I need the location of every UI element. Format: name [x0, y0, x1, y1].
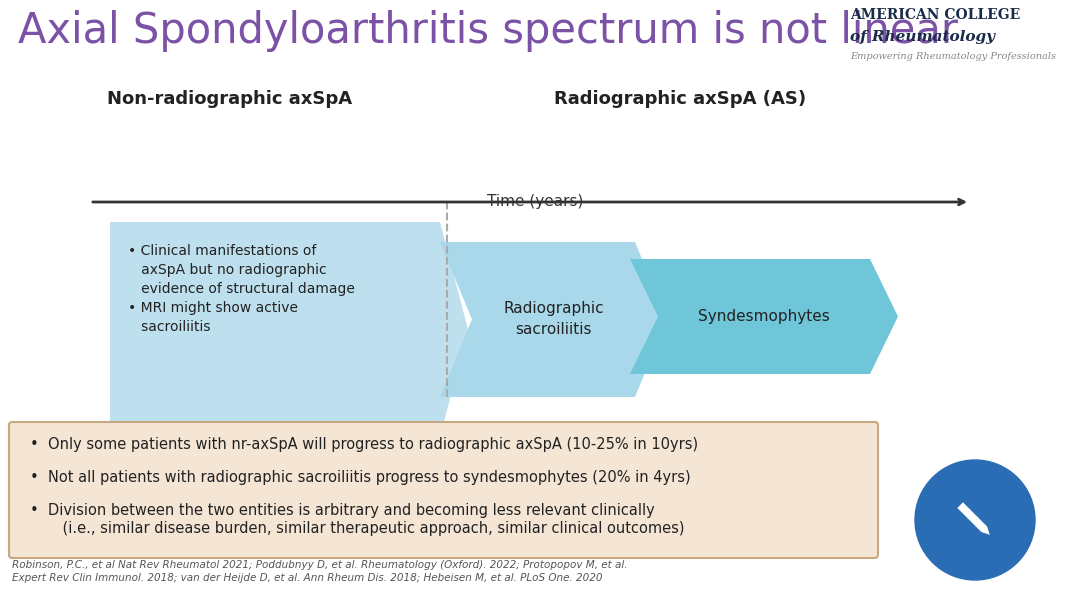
Text: • MRI might show active: • MRI might show active: [129, 301, 298, 315]
Text: Non-radiographic axSpA: Non-radiographic axSpA: [107, 90, 352, 108]
Text: axSpA but no radiographic: axSpA but no radiographic: [129, 263, 327, 277]
Text: AMERICAN COLLEGE: AMERICAN COLLEGE: [850, 8, 1021, 22]
Text: evidence of structural damage: evidence of structural damage: [129, 282, 355, 296]
Text: sacroiliitis: sacroiliitis: [129, 320, 211, 334]
Text: (i.e., similar disease burden, similar therapeutic approach, similar clinical ou: (i.e., similar disease burden, similar t…: [44, 521, 684, 536]
Text: of Rheumatology: of Rheumatology: [850, 30, 995, 44]
Text: Syndesmophytes: Syndesmophytes: [698, 309, 830, 324]
Polygon shape: [440, 242, 667, 397]
Text: Expert Rev Clin Immunol. 2018; van der Heijde D, et al. Ann Rheum Dis. 2018; Heb: Expert Rev Clin Immunol. 2018; van der H…: [12, 573, 603, 583]
Text: • Clinical manifestations of: • Clinical manifestations of: [129, 244, 316, 258]
Text: Radiographic
sacroiliitis: Radiographic sacroiliitis: [503, 301, 604, 337]
FancyBboxPatch shape: [9, 422, 878, 558]
Text: •  Only some patients with nr-axSpA will progress to radiographic axSpA (10-25% : • Only some patients with nr-axSpA will …: [30, 437, 698, 452]
Text: Empowering Rheumatology Professionals: Empowering Rheumatology Professionals: [850, 52, 1056, 61]
Text: Time (years): Time (years): [487, 194, 584, 209]
Polygon shape: [110, 222, 468, 437]
Circle shape: [915, 460, 1035, 580]
Polygon shape: [957, 503, 990, 535]
Text: •  Not all patients with radiographic sacroiliitis progress to syndesmophytes (2: • Not all patients with radiographic sac…: [30, 470, 691, 485]
Text: Radiographic axSpA (AS): Radiographic axSpA (AS): [554, 90, 806, 108]
Text: •  Division between the two entities is arbitrary and becoming less relevant cli: • Division between the two entities is a…: [30, 503, 654, 518]
Text: Robinson, P.C., et al Nat Rev Rheumatol 2021; Poddubnyy D, et al. Rheumatology (: Robinson, P.C., et al Nat Rev Rheumatol …: [12, 560, 628, 570]
Polygon shape: [630, 259, 897, 374]
Text: Axial Spondyloarthritis spectrum is not linear: Axial Spondyloarthritis spectrum is not …: [18, 10, 957, 52]
